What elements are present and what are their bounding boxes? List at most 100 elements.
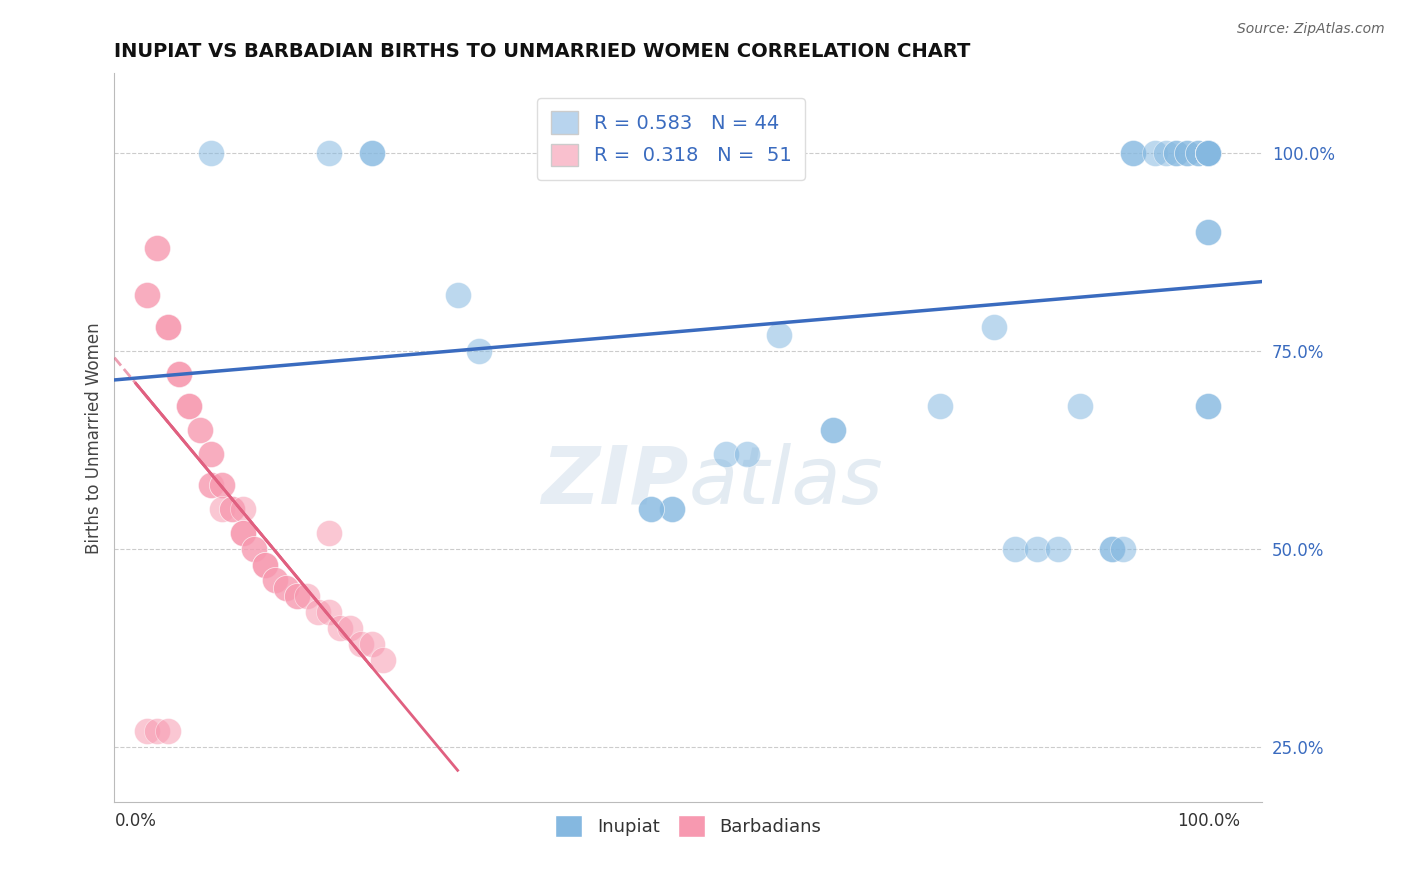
Point: [1047, 541, 1070, 556]
Point: [264, 574, 287, 588]
Point: [211, 478, 233, 492]
Point: [371, 653, 394, 667]
Point: [983, 320, 1005, 334]
Point: [179, 399, 201, 413]
Point: [1069, 399, 1091, 413]
Point: [468, 343, 491, 358]
Point: [253, 558, 276, 572]
Point: [135, 723, 157, 738]
Point: [1122, 145, 1144, 160]
Point: [200, 447, 222, 461]
Point: [1197, 145, 1219, 160]
Point: [1101, 541, 1123, 556]
Point: [297, 589, 319, 603]
Point: [1143, 145, 1166, 160]
Point: [360, 637, 382, 651]
Point: [146, 241, 169, 255]
Point: [1197, 145, 1219, 160]
Point: [200, 478, 222, 492]
Point: [285, 589, 308, 603]
Point: [211, 502, 233, 516]
Point: [157, 320, 180, 334]
Y-axis label: Births to Unmarried Women: Births to Unmarried Women: [86, 322, 103, 554]
Point: [1111, 541, 1133, 556]
Point: [1175, 145, 1198, 160]
Point: [285, 589, 308, 603]
Point: [135, 288, 157, 302]
Point: [1197, 145, 1219, 160]
Point: [1197, 399, 1219, 413]
Point: [146, 723, 169, 738]
Point: [339, 621, 361, 635]
Point: [735, 447, 758, 461]
Point: [200, 478, 222, 492]
Point: [929, 399, 952, 413]
Point: [1025, 541, 1047, 556]
Point: [640, 502, 662, 516]
Point: [167, 368, 190, 382]
Point: [714, 447, 737, 461]
Point: [253, 558, 276, 572]
Point: [360, 145, 382, 160]
Point: [446, 288, 468, 302]
Point: [821, 423, 844, 437]
Point: [1122, 145, 1144, 160]
Point: [821, 423, 844, 437]
Point: [1197, 225, 1219, 239]
Point: [640, 502, 662, 516]
Point: [360, 145, 382, 160]
Text: atlas: atlas: [688, 442, 883, 521]
Point: [1101, 541, 1123, 556]
Point: [318, 525, 340, 540]
Point: [318, 145, 340, 160]
Text: INUPIAT VS BARBADIAN BIRTHS TO UNMARRIED WOMEN CORRELATION CHART: INUPIAT VS BARBADIAN BIRTHS TO UNMARRIED…: [114, 42, 970, 61]
Point: [350, 637, 373, 651]
Point: [221, 502, 243, 516]
Point: [1197, 145, 1219, 160]
Point: [200, 145, 222, 160]
Point: [188, 423, 211, 437]
Point: [232, 525, 254, 540]
Point: [211, 478, 233, 492]
Point: [157, 320, 180, 334]
Point: [1175, 145, 1198, 160]
Point: [253, 558, 276, 572]
Point: [274, 582, 297, 596]
Point: [1197, 145, 1219, 160]
Legend: Inupiat, Barbadians: Inupiat, Barbadians: [548, 808, 828, 844]
Point: [307, 605, 329, 619]
Point: [329, 621, 352, 635]
Point: [157, 723, 180, 738]
Point: [243, 541, 266, 556]
Point: [179, 399, 201, 413]
Point: [318, 605, 340, 619]
Point: [1197, 145, 1219, 160]
Point: [167, 368, 190, 382]
Point: [1187, 145, 1209, 160]
Point: [661, 502, 683, 516]
Text: Source: ZipAtlas.com: Source: ZipAtlas.com: [1237, 22, 1385, 37]
Point: [232, 525, 254, 540]
Point: [1166, 145, 1188, 160]
Point: [274, 582, 297, 596]
Point: [146, 241, 169, 255]
Point: [243, 541, 266, 556]
Point: [1154, 145, 1177, 160]
Point: [221, 502, 243, 516]
Point: [157, 320, 180, 334]
Point: [264, 574, 287, 588]
Point: [179, 399, 201, 413]
Text: ZIP: ZIP: [541, 442, 688, 521]
Point: [1197, 399, 1219, 413]
Point: [768, 327, 790, 342]
Point: [1187, 145, 1209, 160]
Point: [1004, 541, 1026, 556]
Point: [200, 447, 222, 461]
Point: [232, 502, 254, 516]
Point: [188, 423, 211, 437]
Point: [1197, 225, 1219, 239]
Point: [167, 368, 190, 382]
Point: [661, 502, 683, 516]
Point: [1166, 145, 1188, 160]
Point: [135, 288, 157, 302]
